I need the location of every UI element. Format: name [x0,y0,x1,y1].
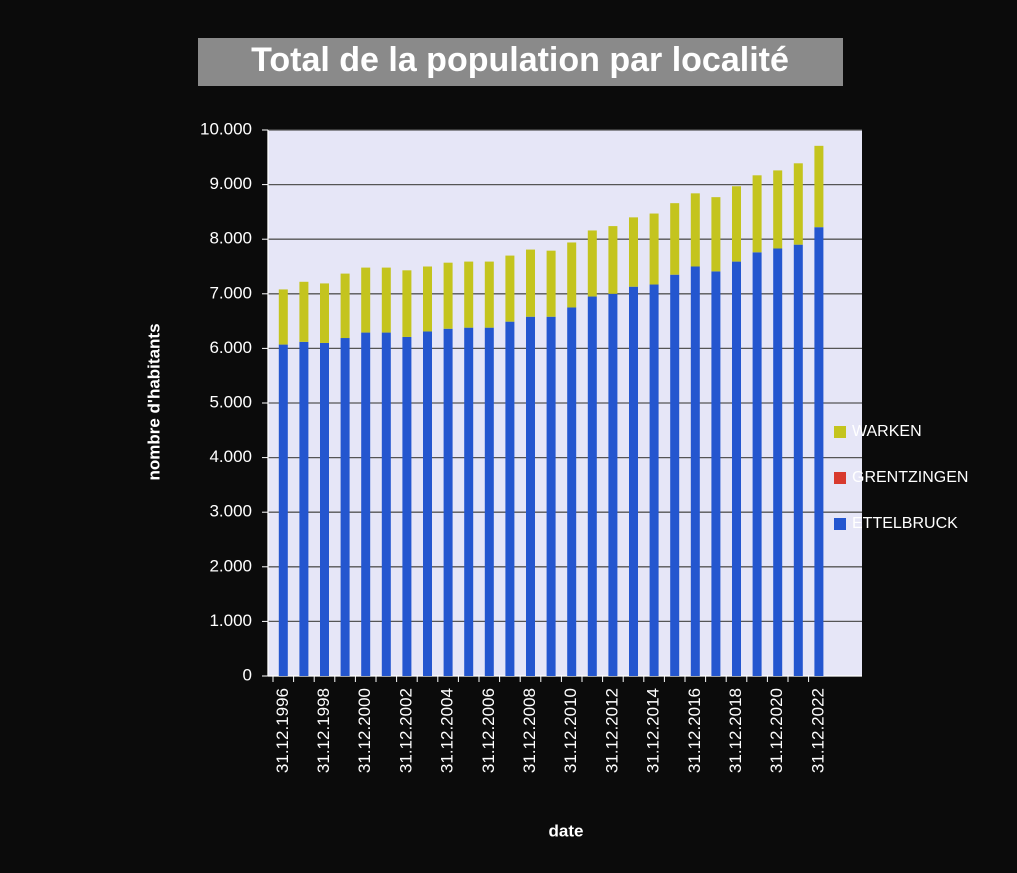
y-tick-label: 1.000 [209,611,252,630]
x-tick-label: 31.12.1996 [273,688,292,773]
x-tick-label: 31.12.2002 [396,688,415,773]
bar-segment [752,252,762,676]
bar-segment [629,286,638,676]
bar-segment [773,170,783,249]
y-tick-label: 10.000 [200,119,252,138]
bar-segment [814,145,824,228]
x-tick-label: 31.12.2008 [520,688,539,773]
bar-segment [484,261,494,328]
x-tick-label: 31.12.2014 [644,688,663,773]
x-axis-title: date [549,821,584,840]
bar-segment [793,163,803,245]
bar-segment [732,261,741,676]
bar-segment [443,262,453,329]
bar-segment [443,328,453,676]
x-tick-label: 31.12.2006 [479,688,498,773]
y-tick-label: 2.000 [209,556,252,575]
bar-segment [320,342,329,676]
bar-segment [587,296,597,676]
bar-segment [464,261,474,328]
x-tick-label: 31.12.2020 [767,688,786,773]
bar-segment [423,266,432,332]
title-box [198,38,843,86]
x-tick-label: 31.12.2018 [726,688,745,773]
legend-label: GRENTZINGEN [852,469,968,486]
bar-segment [629,217,638,287]
y-tick-label: 8.000 [209,229,252,248]
y-tick-label: 5.000 [209,392,252,411]
y-tick-label: 6.000 [209,338,252,357]
bar-segment [608,226,618,294]
bar-segment [546,316,556,676]
bar-segment [381,267,391,333]
bar-segment [773,248,783,676]
bar-segment [711,271,721,676]
legend-label: ETTELBRUCK [852,515,958,532]
bar-segment [814,227,824,677]
bar-segment [690,193,700,267]
bar-segment [484,327,494,676]
bar-segment [278,344,288,676]
bar-segment [464,327,474,676]
y-tick-label: 0 [243,665,252,684]
x-tick-label: 31.12.1998 [314,688,333,773]
bar-segment [567,242,577,308]
bar-segment [340,338,350,676]
bar-segment [505,255,515,322]
bar-segment [649,284,659,676]
bar-segment [299,281,309,342]
bar-segment [526,249,535,317]
legend-swatch [834,426,846,438]
bar-segment [649,213,659,285]
chart-title: Total de la population par localité [251,41,789,79]
bar-segment [690,266,700,676]
bar-segment [361,332,371,676]
legend-swatch [834,518,846,530]
bar-segment [505,321,515,676]
bar-segment [299,341,309,676]
y-axis-title: nombre d'habitants [144,323,163,480]
bar-segment [752,175,762,253]
x-tick-label: 31.12.2022 [808,688,827,773]
bar-segment [670,274,680,676]
bar-segment [732,186,741,262]
x-tick-label: 31.12.2012 [602,688,621,773]
bar-segment [381,332,391,676]
bar-segment [587,230,597,297]
bar-segment [670,203,680,275]
bar-segment [567,307,577,676]
y-tick-label: 4.000 [209,447,252,466]
bar-segment [423,331,432,676]
bar-segment [340,273,350,339]
bar-segment [711,197,721,272]
legend-label: WARKEN [852,423,922,440]
y-tick-label: 3.000 [209,502,252,521]
bar-segment [361,267,371,333]
x-tick-label: 31.12.2010 [561,688,580,773]
bar-segment [320,283,329,343]
bar-segment [402,336,412,676]
y-tick-label: 9.000 [209,174,252,193]
x-tick-label: 31.12.2016 [685,688,704,773]
bar-segment [526,316,535,676]
bar-segment [793,244,803,676]
bar-segment [402,270,412,337]
y-tick-label: 7.000 [209,283,252,302]
bar-segment [608,293,618,676]
legend-swatch [834,472,846,484]
bar-segment [278,289,288,345]
x-tick-label: 31.12.2004 [438,688,457,773]
x-tick-label: 31.12.2000 [355,688,374,773]
bar-segment [546,250,556,317]
